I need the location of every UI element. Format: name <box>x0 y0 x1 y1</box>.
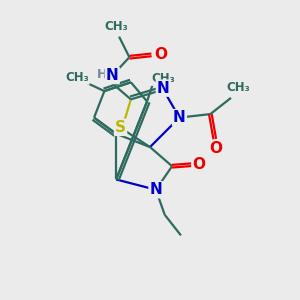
Text: CH₃: CH₃ <box>104 20 128 33</box>
Text: CH₃: CH₃ <box>65 71 89 84</box>
Text: O: O <box>193 157 206 172</box>
Text: O: O <box>210 141 223 156</box>
Text: N: N <box>173 110 186 125</box>
Text: S: S <box>115 120 126 135</box>
Text: N: N <box>149 182 162 197</box>
Text: CH₃: CH₃ <box>226 81 250 94</box>
Text: CH₃: CH₃ <box>152 72 175 85</box>
Text: O: O <box>155 47 168 62</box>
Text: H: H <box>97 68 107 81</box>
Text: N: N <box>157 81 169 96</box>
Text: N: N <box>106 68 119 83</box>
